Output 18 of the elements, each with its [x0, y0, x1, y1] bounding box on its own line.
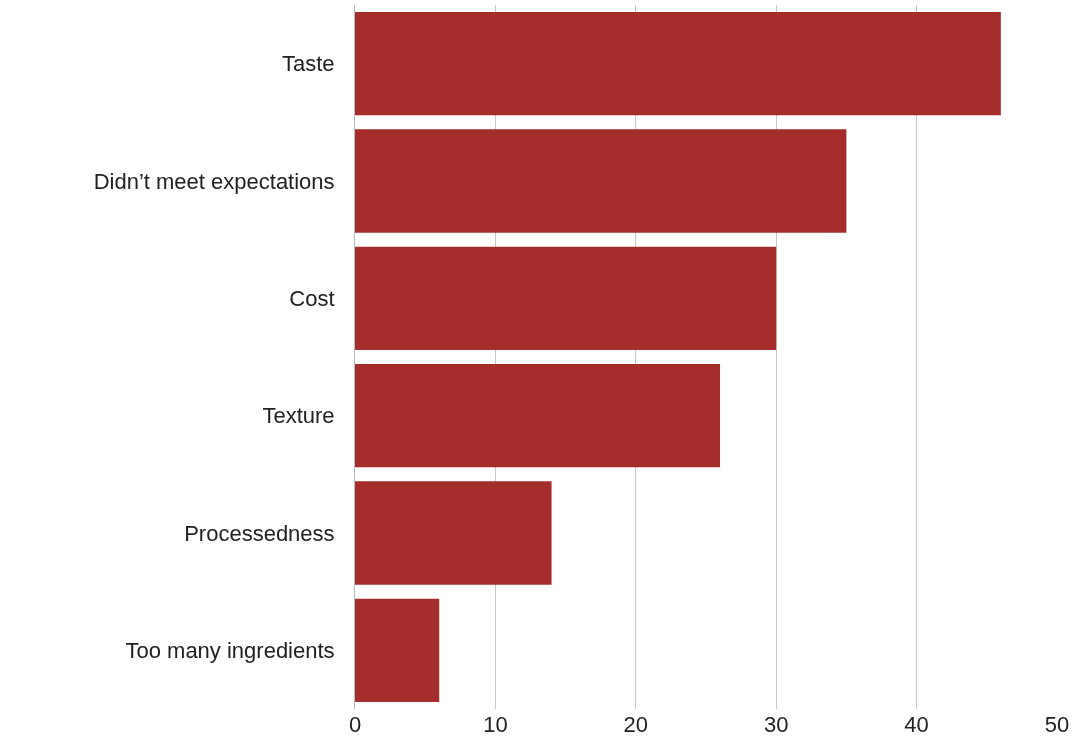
y-tick-label: Processedness [184, 520, 335, 546]
bar [355, 129, 847, 233]
x-tick-label: 10 [483, 712, 508, 737]
bar [355, 598, 440, 702]
bar [355, 12, 1001, 116]
y-tick-label: Texture [262, 403, 335, 429]
x-tick-label: 50 [1044, 712, 1070, 737]
x-tick-label: 30 [763, 712, 789, 737]
bar [355, 246, 777, 350]
y-tick-label: Didn’t meet expectations [93, 168, 335, 194]
bar [355, 481, 552, 585]
y-tick-label: Cost [289, 286, 335, 312]
x-tick-label: 0 [348, 712, 362, 737]
x-tick-label: 40 [904, 712, 929, 737]
bar [355, 364, 721, 468]
y-tick-label: Taste [282, 51, 335, 77]
y-tick-label: Too many ingredients [125, 638, 335, 664]
x-tick-label: 20 [623, 712, 649, 737]
